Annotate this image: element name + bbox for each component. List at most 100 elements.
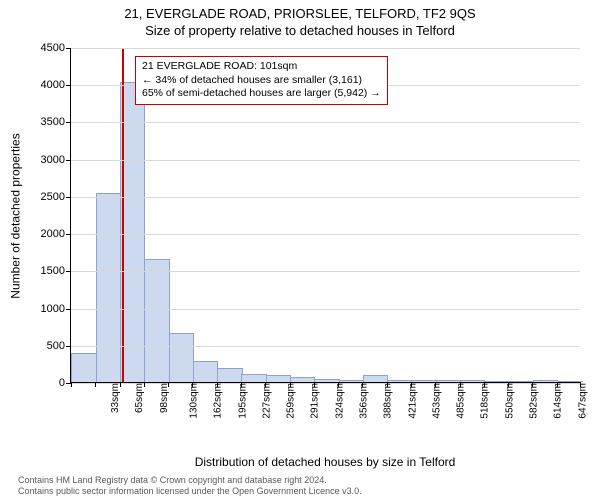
histogram-bar <box>411 380 436 382</box>
x-tick-mark <box>532 382 533 387</box>
x-tick-label: 582sqm <box>529 383 540 419</box>
histogram-bar <box>144 259 169 382</box>
x-tick-mark <box>144 382 145 387</box>
histogram-bar <box>314 379 339 382</box>
x-tick-label: 421sqm <box>407 383 418 419</box>
histogram-bar <box>339 380 364 382</box>
y-tick-label: 3000 <box>41 154 65 166</box>
gridline <box>71 346 580 347</box>
gridline <box>71 48 580 49</box>
callout-box: 21 EVERGLADE ROAD: 101sqm ← 34% of detac… <box>135 56 388 105</box>
x-tick-mark <box>411 382 412 387</box>
x-tick-label: 65sqm <box>134 383 145 413</box>
histogram-bar <box>71 353 96 382</box>
histogram-bar <box>387 380 412 382</box>
x-tick-mark <box>484 382 485 387</box>
histogram-bar <box>241 374 266 382</box>
gridline <box>71 271 580 272</box>
y-tick-label: 4500 <box>41 42 65 54</box>
chart-area: 05001000150020002500300035004000450033sq… <box>70 48 580 433</box>
x-tick-label: 324sqm <box>334 383 345 419</box>
y-tick-mark <box>66 122 71 123</box>
x-tick-label: 195sqm <box>237 383 248 419</box>
callout-line3: 65% of semi-detached houses are larger (… <box>142 87 381 101</box>
histogram-bar <box>290 377 315 382</box>
y-axis-label: Number of detached properties <box>8 48 24 383</box>
gridline <box>71 122 580 123</box>
x-tick-label: 162sqm <box>213 383 224 419</box>
y-tick-mark <box>66 309 71 310</box>
x-tick-mark <box>460 382 461 387</box>
histogram-bar <box>169 333 194 382</box>
x-tick-mark <box>387 382 388 387</box>
y-tick-mark <box>66 234 71 235</box>
x-tick-label: 485sqm <box>456 383 467 419</box>
x-tick-mark <box>168 382 169 387</box>
y-tick-mark <box>66 271 71 272</box>
y-tick-label: 2500 <box>41 191 65 203</box>
histogram-bar <box>193 361 218 382</box>
page-subtitle: Size of property relative to detached ho… <box>0 23 600 40</box>
histogram-bar <box>484 381 509 382</box>
histogram-bar <box>509 381 534 382</box>
histogram-bar <box>266 375 291 382</box>
y-tick-mark <box>66 160 71 161</box>
y-tick-label: 2000 <box>41 228 65 240</box>
x-tick-mark <box>557 382 558 387</box>
x-tick-mark <box>265 382 266 387</box>
x-tick-mark <box>508 382 509 387</box>
x-tick-label: 259sqm <box>286 383 297 419</box>
x-tick-label: 356sqm <box>359 383 370 419</box>
highlight-line <box>122 48 124 382</box>
histogram-bar <box>96 193 121 382</box>
x-tick-mark <box>580 382 581 387</box>
histogram-bar <box>557 381 582 382</box>
page-title: 21, EVERGLADE ROAD, PRIORSLEE, TELFORD, … <box>0 0 600 23</box>
x-tick-mark <box>290 382 291 387</box>
y-tick-mark <box>66 346 71 347</box>
x-tick-mark <box>435 382 436 387</box>
x-tick-label: 33sqm <box>110 383 121 413</box>
y-tick-mark <box>66 48 71 49</box>
histogram-bar <box>363 375 388 382</box>
x-tick-label: 550sqm <box>504 383 515 419</box>
x-tick-mark <box>95 382 96 387</box>
x-tick-mark <box>120 382 121 387</box>
footer-attribution: Contains HM Land Registry data © Crown c… <box>18 475 362 496</box>
y-tick-label: 4000 <box>41 79 65 91</box>
x-tick-mark <box>192 382 193 387</box>
y-tick-label: 0 <box>59 377 65 389</box>
gridline <box>71 160 580 161</box>
x-tick-mark <box>241 382 242 387</box>
callout-line2: ← 34% of detached houses are smaller (3,… <box>142 74 381 88</box>
x-tick-mark <box>71 382 72 387</box>
y-tick-label: 3500 <box>41 116 65 128</box>
callout-line1: 21 EVERGLADE ROAD: 101sqm <box>142 60 381 74</box>
x-tick-label: 227sqm <box>261 383 272 419</box>
x-tick-label: 388sqm <box>383 383 394 419</box>
y-tick-label: 500 <box>47 340 65 352</box>
x-tick-label: 291sqm <box>310 383 321 419</box>
x-tick-mark <box>314 382 315 387</box>
gridline <box>71 197 580 198</box>
histogram-bar <box>436 380 461 382</box>
histogram-bar <box>217 368 242 382</box>
x-tick-label: 614sqm <box>553 383 564 419</box>
x-tick-label: 130sqm <box>189 383 200 419</box>
y-tick-label: 1000 <box>41 303 65 315</box>
x-tick-label: 453sqm <box>431 383 442 419</box>
gridline <box>71 309 580 310</box>
x-tick-mark <box>217 382 218 387</box>
y-tick-label: 1500 <box>41 265 65 277</box>
histogram-bar <box>533 380 558 382</box>
x-tick-label: 518sqm <box>480 383 491 419</box>
x-axis-title: Distribution of detached houses by size … <box>70 455 580 469</box>
y-tick-mark <box>66 197 71 198</box>
histogram-bar <box>460 380 485 382</box>
x-tick-mark <box>338 382 339 387</box>
gridline <box>71 234 580 235</box>
x-tick-mark <box>362 382 363 387</box>
x-tick-label: 98sqm <box>159 383 170 413</box>
y-tick-mark <box>66 85 71 86</box>
x-tick-label: 647sqm <box>577 383 588 419</box>
